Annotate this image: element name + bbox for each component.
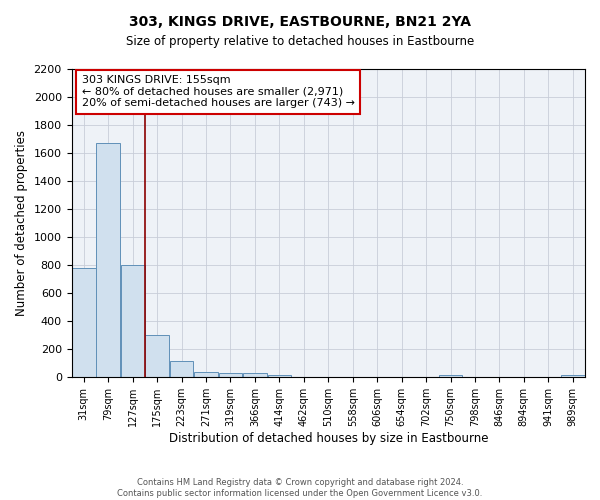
Text: Size of property relative to detached houses in Eastbourne: Size of property relative to detached ho… — [126, 35, 474, 48]
Bar — [121, 265, 145, 378]
Bar — [243, 373, 267, 378]
Bar — [170, 361, 193, 378]
Bar — [194, 372, 218, 378]
Bar — [97, 144, 120, 378]
Bar — [561, 374, 584, 378]
Bar — [145, 336, 169, 378]
Text: 303 KINGS DRIVE: 155sqm
← 80% of detached houses are smaller (2,971)
20% of semi: 303 KINGS DRIVE: 155sqm ← 80% of detache… — [82, 75, 355, 108]
Bar — [72, 268, 95, 378]
Bar — [218, 373, 242, 378]
Text: 303, KINGS DRIVE, EASTBOURNE, BN21 2YA: 303, KINGS DRIVE, EASTBOURNE, BN21 2YA — [129, 15, 471, 29]
X-axis label: Distribution of detached houses by size in Eastbourne: Distribution of detached houses by size … — [169, 432, 488, 445]
Text: Contains HM Land Registry data © Crown copyright and database right 2024.
Contai: Contains HM Land Registry data © Crown c… — [118, 478, 482, 498]
Bar — [268, 374, 291, 378]
Y-axis label: Number of detached properties: Number of detached properties — [15, 130, 28, 316]
Bar — [439, 374, 463, 378]
